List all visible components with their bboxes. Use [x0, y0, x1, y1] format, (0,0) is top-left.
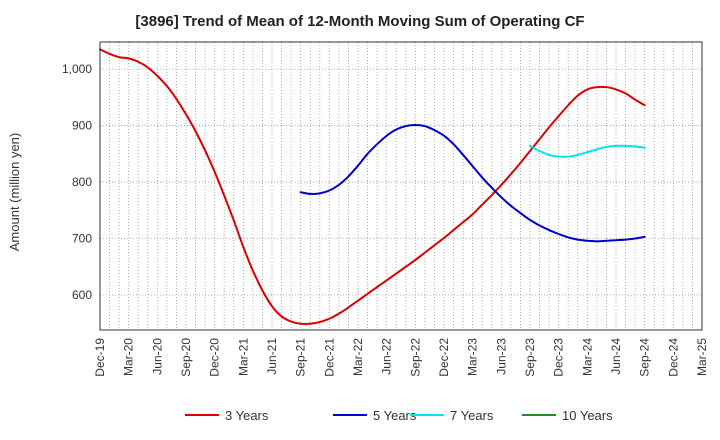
x-tick-label: Jun-24 — [609, 338, 623, 375]
series-line-7-years — [529, 144, 646, 158]
x-tick-label: Mar-22 — [351, 338, 365, 376]
x-tick-label: Dec-20 — [208, 338, 222, 377]
x-tick-label: Dec-19 — [93, 338, 107, 377]
legend-label-3-years: 3 Years — [225, 408, 269, 423]
x-tick-label: Jun-23 — [494, 338, 508, 375]
x-tick-label: Mar-23 — [466, 338, 480, 376]
series-line-5-years — [299, 124, 646, 243]
legend: 3 Years 5 Years 7 Years 10 Years — [185, 408, 613, 423]
series-lines — [99, 48, 646, 326]
x-tick-label: Sep-23 — [523, 338, 537, 377]
y-tick-label: 800 — [72, 175, 92, 189]
x-tick-label: Sep-20 — [179, 338, 193, 377]
legend-label-5-years: 5 Years — [373, 408, 417, 423]
y-tick-label: 1,000 — [62, 62, 92, 76]
x-tick-label: Jun-20 — [150, 338, 164, 375]
x-tick-label: Jun-21 — [265, 338, 279, 375]
x-tick-label: Dec-21 — [322, 338, 336, 377]
x-tick-label: Jun-22 — [380, 338, 394, 375]
x-tick-label: Dec-23 — [552, 338, 566, 377]
x-tick-label: Mar-20 — [122, 338, 136, 376]
y-tick-label: 900 — [72, 119, 92, 133]
x-tick-label: Dec-24 — [666, 338, 680, 377]
series-line-3-years — [99, 48, 646, 326]
x-tick-label: Mar-25 — [695, 338, 709, 376]
chart-title: [3896] Trend of Mean of 12-Month Moving … — [135, 13, 584, 30]
plot-frame — [99, 41, 703, 331]
x-tick-label: Sep-24 — [638, 338, 652, 377]
y-tick-label: 600 — [72, 288, 92, 302]
x-tick-label: Dec-22 — [437, 338, 451, 377]
legend-label-7-years: 7 Years — [450, 408, 494, 423]
y-tick-labels: 600 700 800 900 1,000 — [62, 62, 92, 302]
y-tick-label: 700 — [72, 232, 92, 246]
x-tick-label: Sep-21 — [294, 338, 308, 377]
x-tick-label: Mar-24 — [580, 338, 594, 376]
x-tick-label: Mar-21 — [236, 338, 250, 376]
x-tick-labels: Dec-19 Mar-20 Jun-20 Sep-20 Dec-20 Mar-21 Jun-… — [93, 338, 709, 377]
y-axis-label: Amount (million yen) — [7, 133, 22, 252]
legend-label-10-years: 10 Years — [562, 408, 613, 423]
grid — [100, 42, 702, 330]
x-tick-label: Sep-22 — [408, 338, 422, 377]
